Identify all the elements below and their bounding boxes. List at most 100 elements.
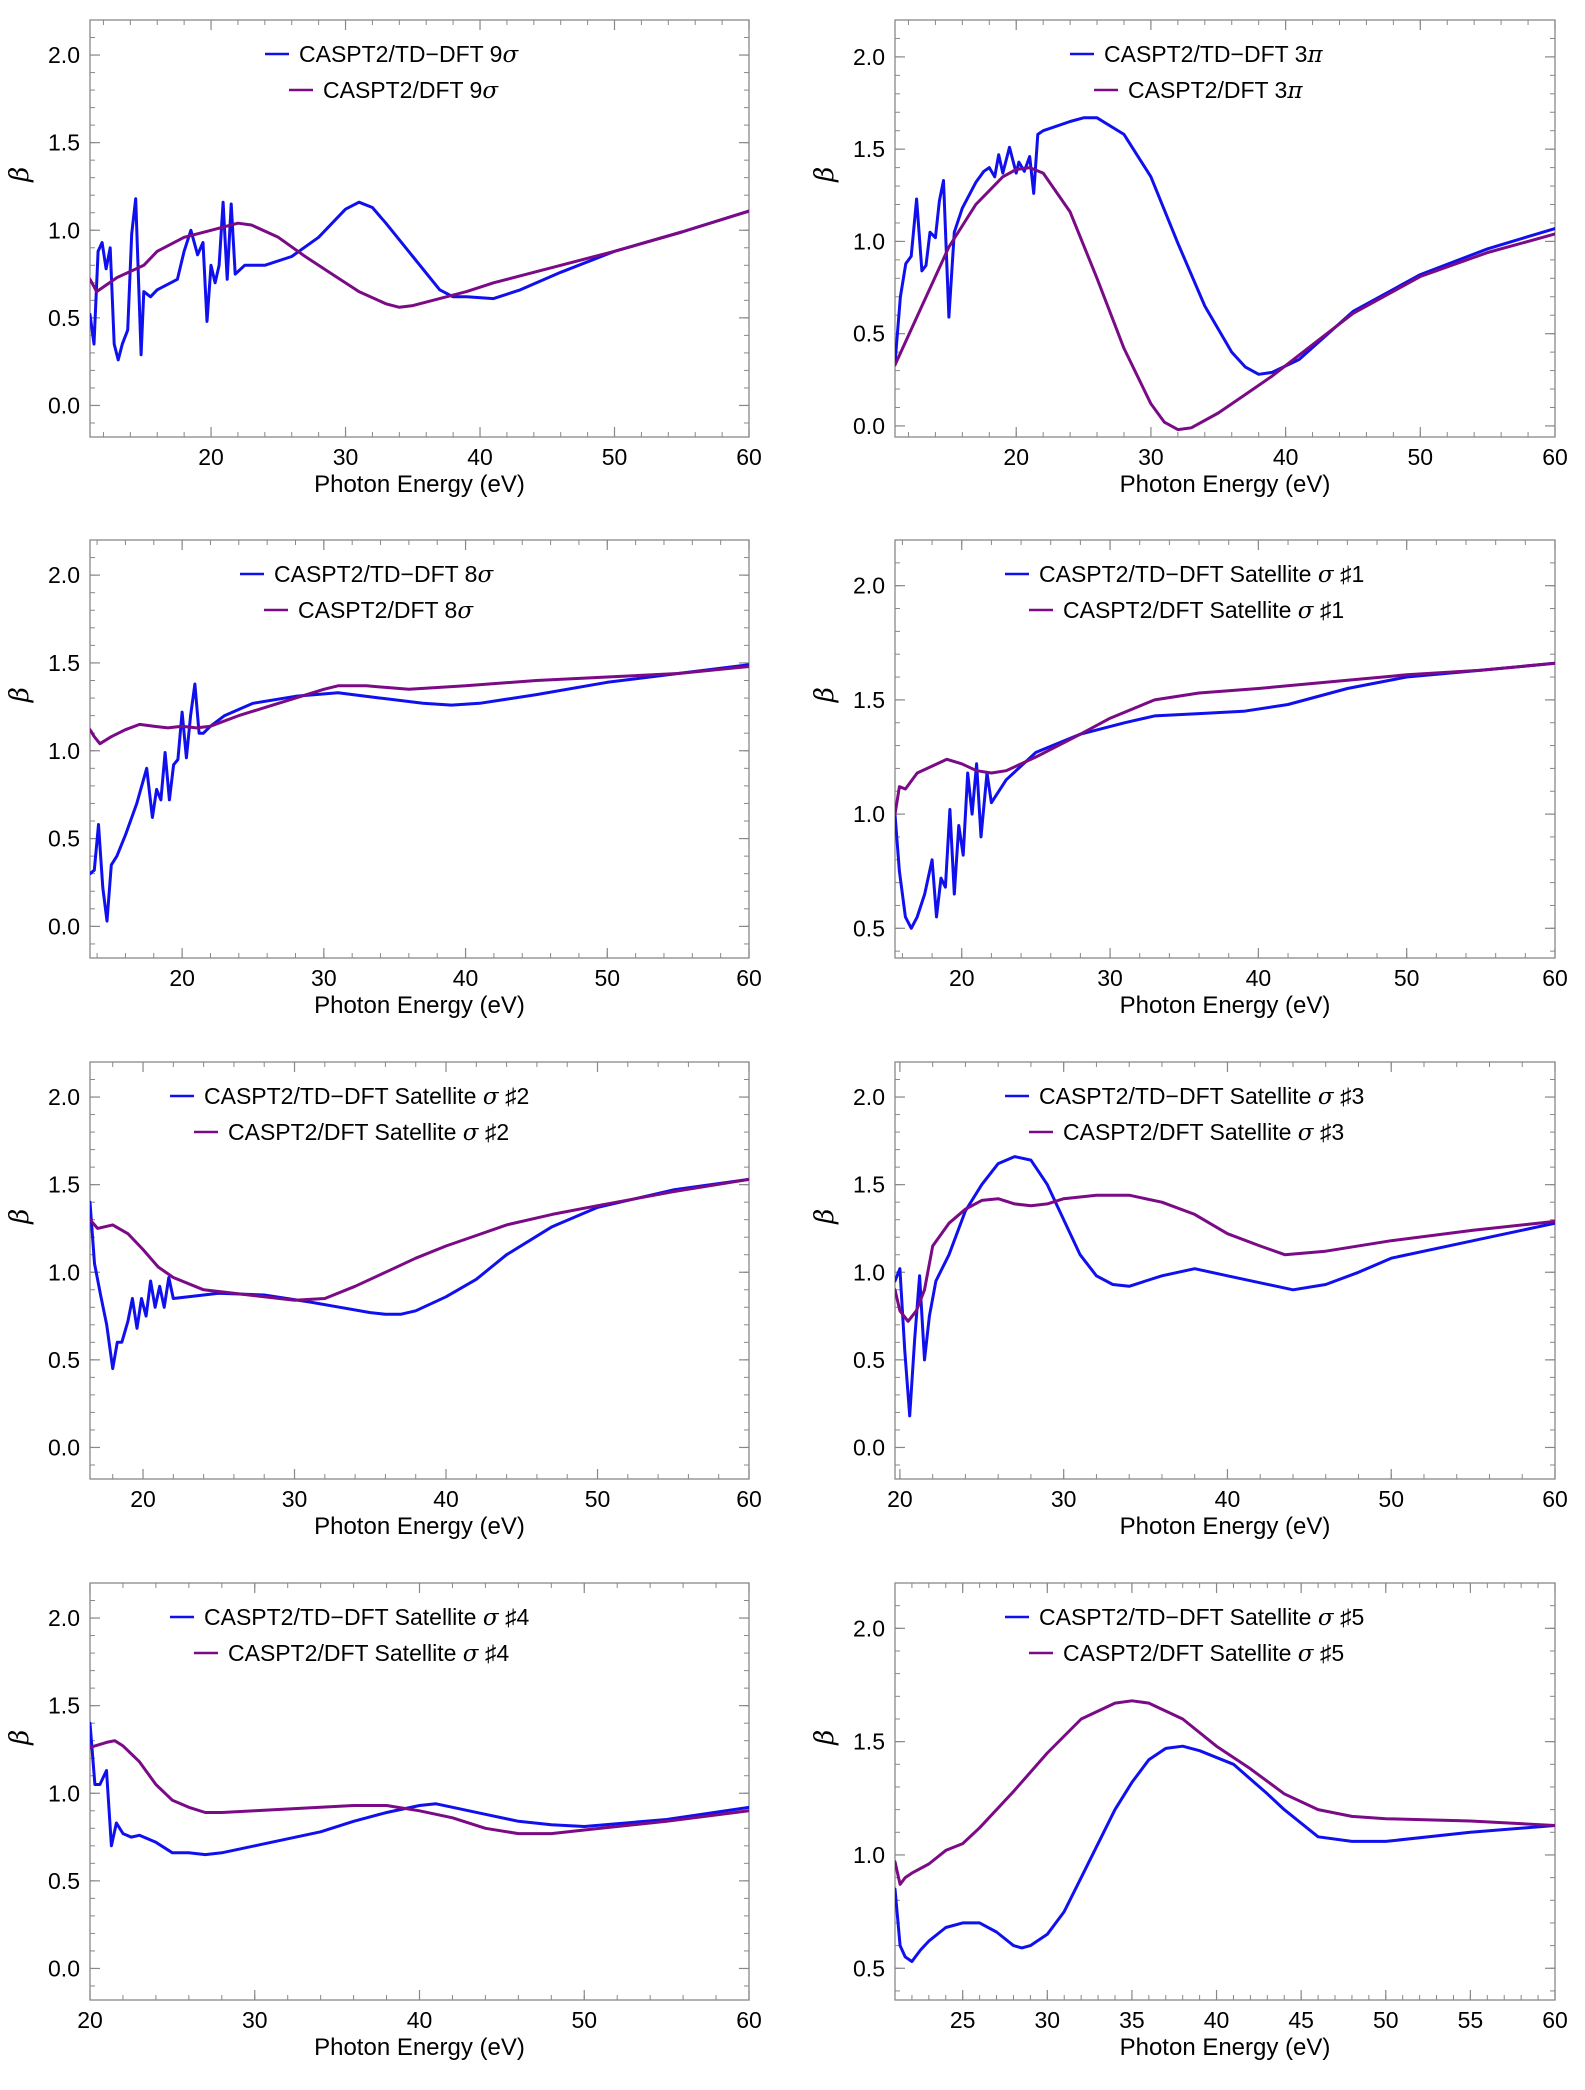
x-axis-title: Photon Energy (eV) (314, 2034, 525, 2061)
y-tick-label: 0.0 (48, 392, 80, 418)
x-tick-label: 40 (467, 444, 493, 470)
series-line-dft (895, 1193, 1555, 1323)
y-tick-label: 1.5 (48, 650, 80, 676)
x-tick-label: 30 (1097, 965, 1123, 991)
x-tick-label: 25 (950, 2007, 976, 2033)
x-tick-label: 30 (282, 1486, 308, 1512)
legend-entry: CASPT2/DFT Satellite σ ♯1 (1063, 597, 1344, 624)
y-tick-label: 1.0 (48, 217, 80, 243)
y-tick-label: 0.0 (48, 1434, 80, 1460)
y-tick-label: 1.0 (48, 738, 80, 764)
x-tick-label: 20 (130, 1486, 156, 1512)
y-axis-title: β (810, 167, 840, 183)
x-tick-label: 50 (1373, 2007, 1399, 2033)
y-tick-label: 1.5 (853, 1729, 885, 1755)
y-axis-title: β (5, 1209, 35, 1225)
plot-frame (89, 539, 750, 959)
legend-entry: CASPT2/TD−DFT Satellite σ ♯1 (1039, 561, 1364, 588)
y-tick-label: 2.0 (853, 573, 885, 599)
legend-entry: CASPT2/TD−DFT Satellite σ ♯3 (1039, 1083, 1364, 1110)
x-tick-label: 20 (949, 965, 975, 991)
x-tick-label: 60 (1542, 444, 1568, 470)
y-tick-label: 2.0 (48, 562, 80, 588)
series-line-td-dft (90, 663, 749, 923)
x-axis-title: Photon Energy (eV) (1120, 471, 1331, 498)
x-tick-label: 50 (594, 965, 620, 991)
y-tick-label: 0.5 (48, 826, 80, 852)
panel-satellite-2: 20 30 40 50 60 0.0 0.5 1.0 1.5 2.0 Photon Energy (… (5, 1061, 762, 1540)
x-tick-label: 30 (1051, 1486, 1077, 1512)
legend-entry: CASPT2/TD−DFT 8σ (274, 561, 494, 588)
legend-entry: CASPT2/DFT 3π (1128, 77, 1303, 104)
panel-satellite-3: 20 30 40 50 60 0.0 0.5 1.0 1.5 2.0 Photon Energy (… (810, 1061, 1568, 1540)
plot-frame (894, 1582, 1556, 2001)
legend-entry: CASPT2/DFT Satellite σ ♯5 (1063, 1640, 1344, 1667)
x-tick-label: 40 (1204, 2007, 1230, 2033)
series-line-td-dft (90, 1177, 749, 1371)
legend-entry: CASPT2/TD−DFT 9σ (299, 41, 519, 68)
x-tick-label: 30 (242, 2007, 268, 2033)
x-tick-label: 20 (198, 444, 224, 470)
x-tick-label: 40 (1215, 1486, 1241, 1512)
y-tick-label: 0.5 (853, 321, 885, 347)
y-tick-label: 2.0 (853, 1615, 885, 1641)
x-tick-label: 60 (1542, 965, 1568, 991)
x-tick-label: 40 (1273, 444, 1299, 470)
x-tick-label: 30 (333, 444, 359, 470)
y-axis-title: β (810, 1209, 840, 1225)
x-tick-label: 60 (736, 1486, 762, 1512)
x-axis-title: Photon Energy (eV) (1120, 1513, 1331, 1540)
x-tick-label: 20 (77, 2007, 103, 2033)
x-tick-label: 50 (1378, 1486, 1404, 1512)
y-tick-label: 0.0 (48, 913, 80, 939)
series-line-td-dft (895, 661, 1555, 930)
y-tick-label: 1.5 (853, 136, 885, 162)
x-tick-label: 20 (169, 965, 195, 991)
legend-entry: CASPT2/TD−DFT Satellite σ ♯5 (1039, 1604, 1364, 1631)
x-tick-label: 60 (1542, 1486, 1568, 1512)
legend-entry: CASPT2/DFT 8σ (298, 597, 474, 624)
series-line-td-dft (895, 1155, 1555, 1418)
y-axis-title: β (5, 1730, 35, 1746)
y-tick-label: 1.5 (853, 687, 885, 713)
plot-frame (89, 1061, 750, 1480)
y-axis-title: β (810, 1730, 840, 1746)
x-axis-title: Photon Energy (eV) (1120, 992, 1331, 1019)
y-tick-label: 0.5 (853, 915, 885, 941)
y-tick-label: 0.0 (48, 1955, 80, 1981)
x-tick-label: 60 (736, 444, 762, 470)
y-axis-title: β (5, 167, 35, 183)
series-line-dft (895, 661, 1555, 816)
y-tick-label: 0.5 (48, 305, 80, 331)
series-line-dft (895, 1699, 1555, 1886)
series-line-td-dft (895, 1744, 1555, 1963)
x-axis-title: Photon Energy (eV) (314, 992, 525, 1019)
x-tick-label: 30 (311, 965, 337, 991)
x-tick-label: 40 (453, 965, 479, 991)
x-axis-title: Photon Energy (eV) (314, 1513, 525, 1540)
y-tick-label: 1.0 (48, 1780, 80, 1806)
x-tick-label: 20 (887, 1486, 913, 1512)
legend-entry: CASPT2/TD−DFT 3π (1104, 41, 1323, 68)
y-tick-label: 0.0 (853, 413, 885, 439)
legend-entry: CASPT2/DFT 9σ (323, 77, 499, 104)
panel-3pi: 20 30 40 50 60 0.0 0.5 1.0 1.5 2.0 Photon Energy (… (810, 19, 1568, 498)
y-tick-label: 0.5 (853, 1955, 885, 1981)
x-tick-label: 50 (585, 1486, 611, 1512)
y-tick-label: 1.5 (48, 1172, 80, 1198)
y-tick-label: 2.0 (48, 1605, 80, 1631)
series-line-td-dft (90, 197, 749, 362)
legend-entry: CASPT2/DFT Satellite σ ♯4 (228, 1640, 509, 1667)
legend-entry: CASPT2/TD−DFT Satellite σ ♯2 (204, 1083, 529, 1110)
y-axis-title: β (5, 687, 35, 703)
x-tick-label: 55 (1458, 2007, 1484, 2033)
x-tick-label: 30 (1035, 2007, 1061, 2033)
plot-frame (894, 1061, 1556, 1480)
panel-satellite-1: 20 30 40 50 60 0.5 1.0 1.5 2.0 Photon Energy (eV)… (810, 539, 1568, 1019)
y-tick-label: 2.0 (853, 1084, 885, 1110)
y-tick-label: 0.5 (48, 1347, 80, 1373)
x-tick-label: 30 (1138, 444, 1164, 470)
panel-satellite-4: 20 30 40 50 60 0.0 0.5 1.0 1.5 2.0 Photon Energy (… (5, 1582, 762, 2061)
y-tick-label: 2.0 (48, 1084, 80, 1110)
